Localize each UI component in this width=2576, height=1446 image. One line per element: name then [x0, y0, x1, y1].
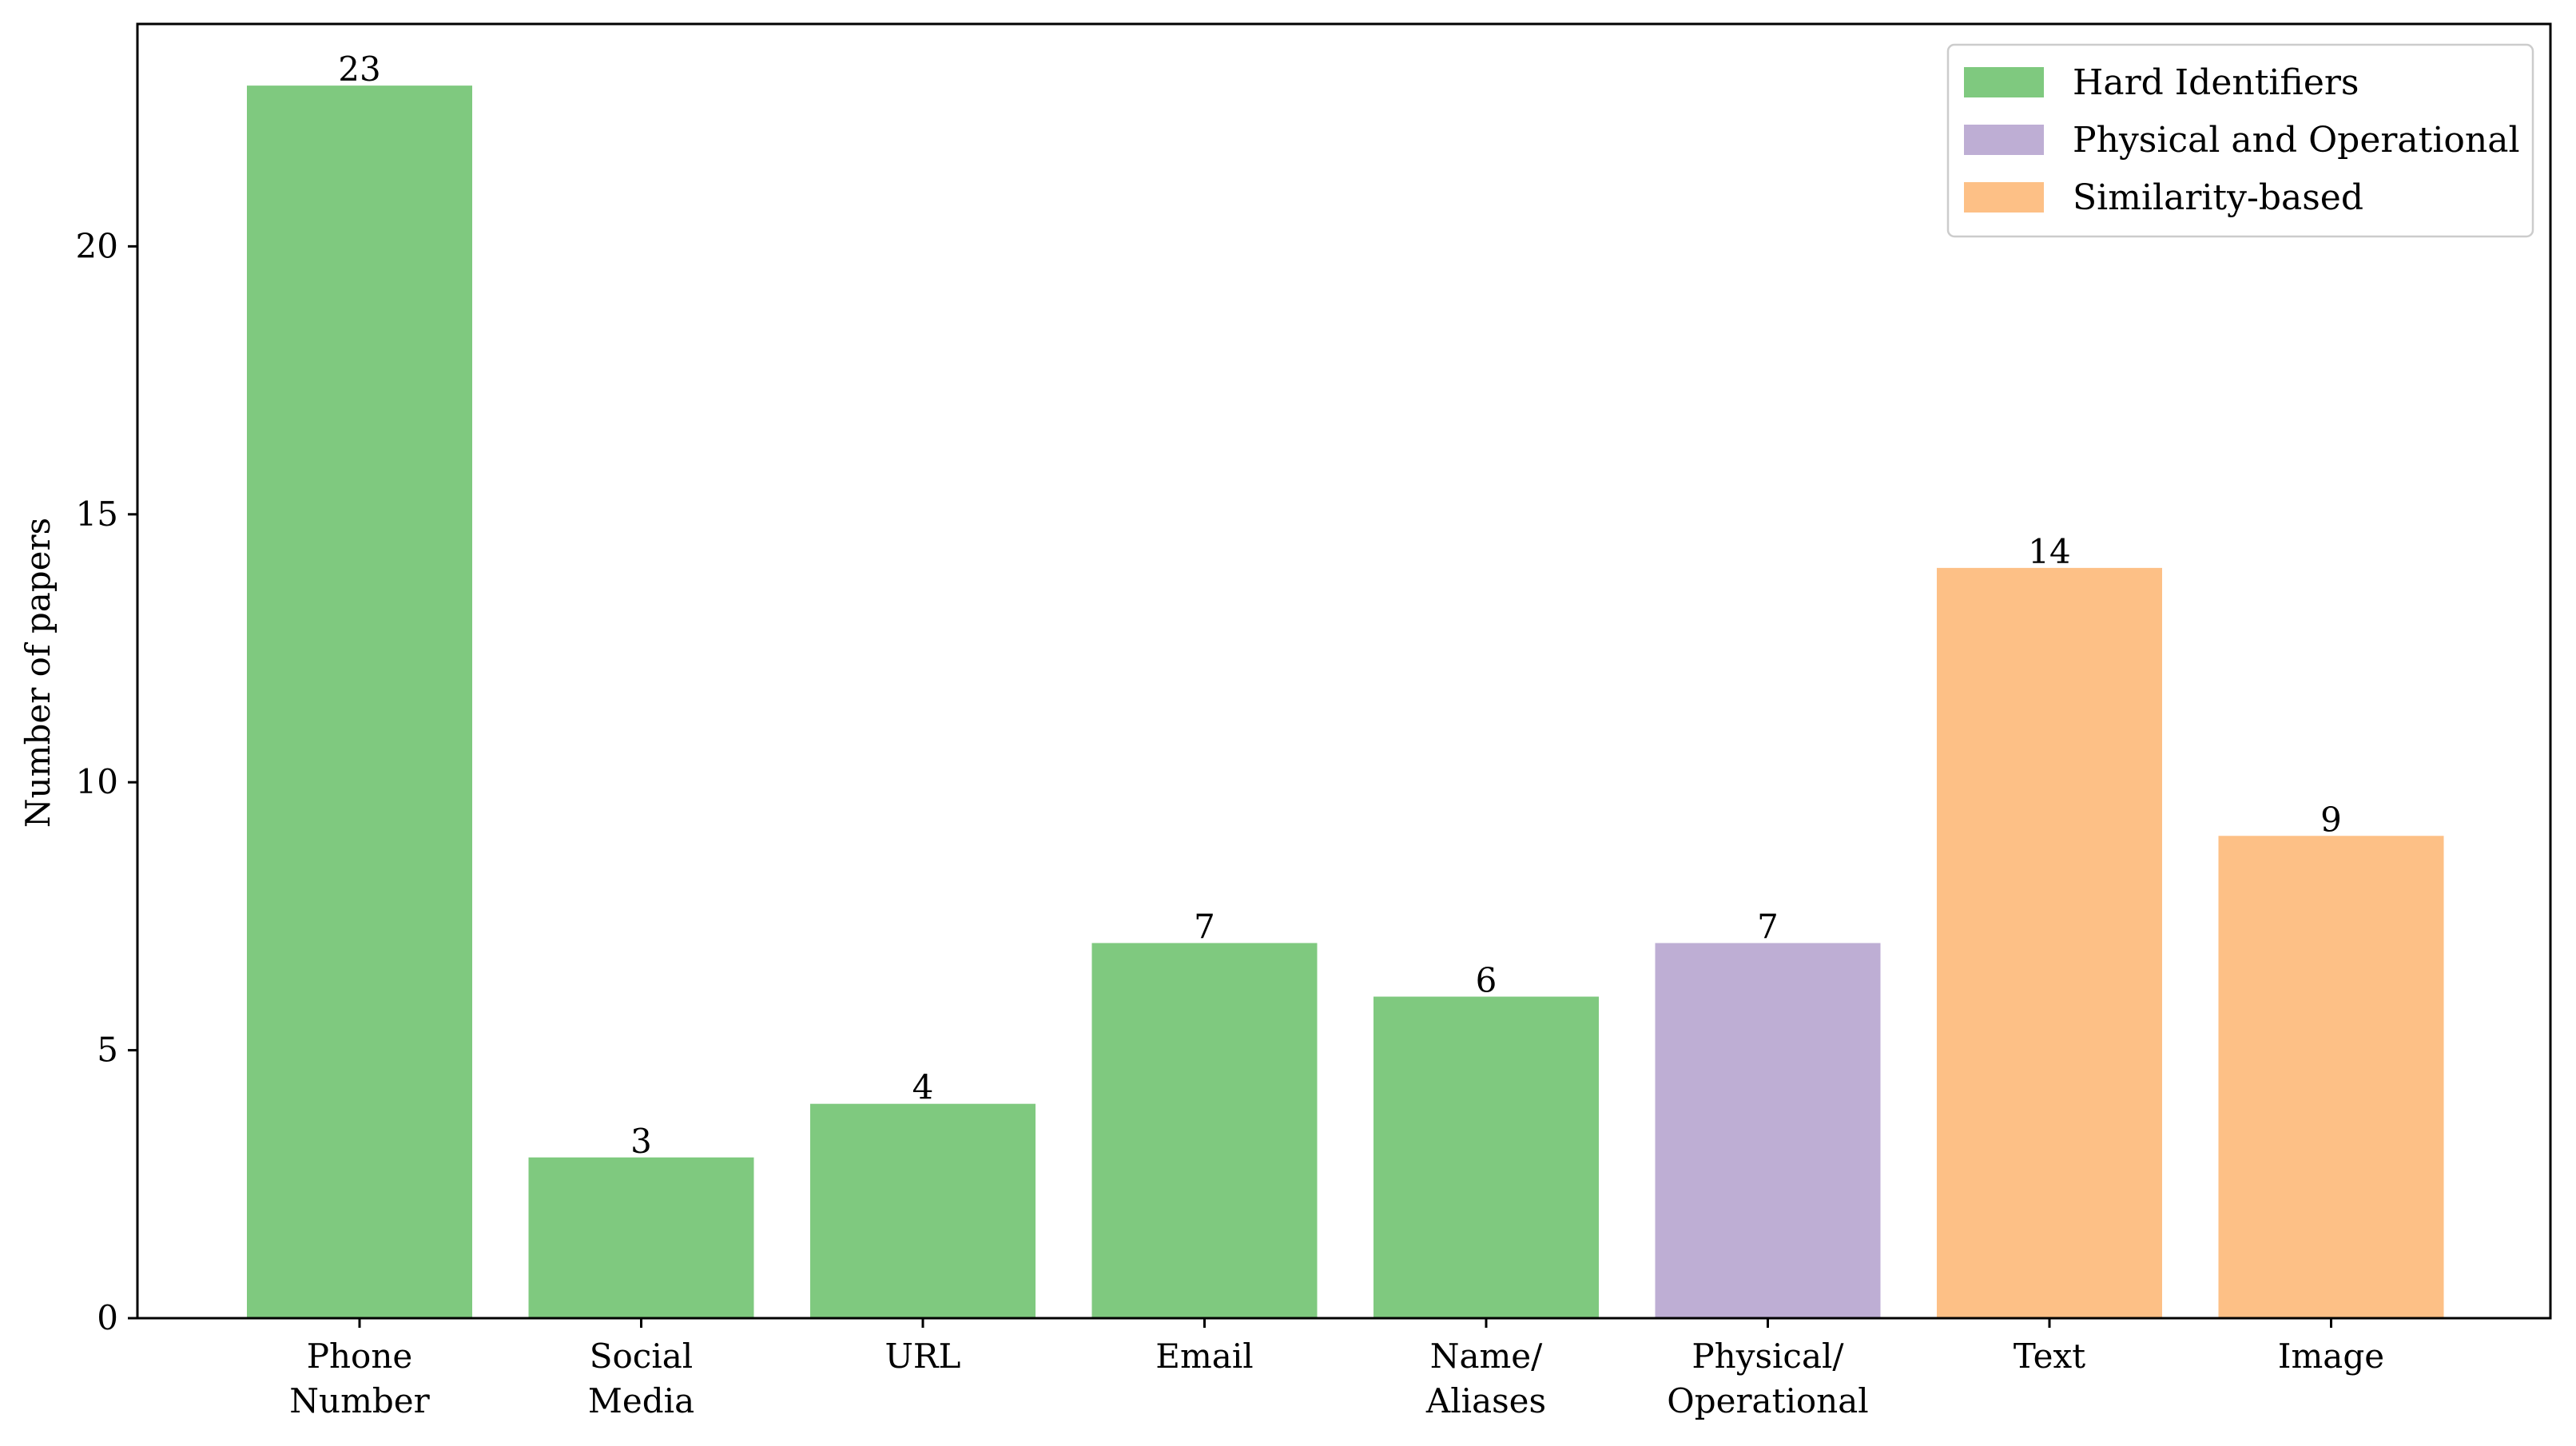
y-axis-title: Number of papers	[18, 518, 58, 828]
legend: Hard Identifiers Physical and Operational…	[1946, 43, 2534, 238]
x-tick-label-6: Text	[2013, 1337, 2085, 1376]
x-tick-label-7: Image	[2278, 1337, 2384, 1376]
data-label-3: 7	[1194, 907, 1215, 946]
data-label-6: 14	[2028, 532, 2070, 571]
data-label-1: 3	[630, 1122, 652, 1161]
x-tick-label-2: URL	[885, 1337, 961, 1376]
y-tick-label-4: 20	[76, 226, 118, 265]
y-tick-label-0: 0	[97, 1298, 118, 1337]
data-label-0: 23	[338, 50, 380, 89]
x-tick-label-3: Email	[1155, 1337, 1253, 1376]
bar-4	[1373, 996, 1599, 1318]
legend-swatch-1	[1964, 125, 2044, 155]
data-label-4: 6	[1476, 961, 1497, 1000]
bar-1	[528, 1157, 754, 1318]
plot-frame	[136, 22, 2552, 1320]
legend-label-2: Similarity-based	[2073, 177, 2363, 218]
legend-swatch-0	[1964, 67, 2044, 97]
data-label-7: 9	[2320, 800, 2342, 839]
bars-layer	[247, 85, 2444, 1319]
legend-label-0: Hard Identifiers	[2073, 62, 2359, 103]
bar-6	[1937, 567, 2162, 1318]
data-labels-layer: 23 3 4 7 6 7 14 9	[338, 50, 2342, 1161]
x-tick-label-5: Physical/Operational	[1667, 1337, 1868, 1420]
legend-label-1: Physical and Operational	[2073, 120, 2520, 161]
bar-0	[247, 85, 472, 1319]
bar-7	[2218, 836, 2444, 1318]
y-tick-label-3: 15	[76, 495, 118, 534]
x-tick-label-4: Name/Aliases	[1425, 1337, 1546, 1420]
x-tick-label-0: Phone Number	[289, 1337, 430, 1420]
y-tick-label-1: 5	[97, 1031, 118, 1070]
y-axis: 0 5 10 15 20	[76, 226, 137, 1337]
bar-2	[810, 1103, 1036, 1318]
y-tick-label-2: 10	[76, 762, 118, 801]
x-axis: Phone Number Social Media URL Email Name/Alias…	[289, 1318, 2384, 1420]
bar-3	[1091, 943, 1318, 1318]
legend-box	[1946, 43, 2534, 238]
bar-5	[1655, 943, 1881, 1318]
x-tick-label-1: Social Media	[588, 1337, 694, 1420]
data-label-2: 4	[912, 1068, 934, 1107]
data-label-5: 7	[1757, 907, 1779, 946]
legend-swatch-2	[1964, 182, 2044, 213]
